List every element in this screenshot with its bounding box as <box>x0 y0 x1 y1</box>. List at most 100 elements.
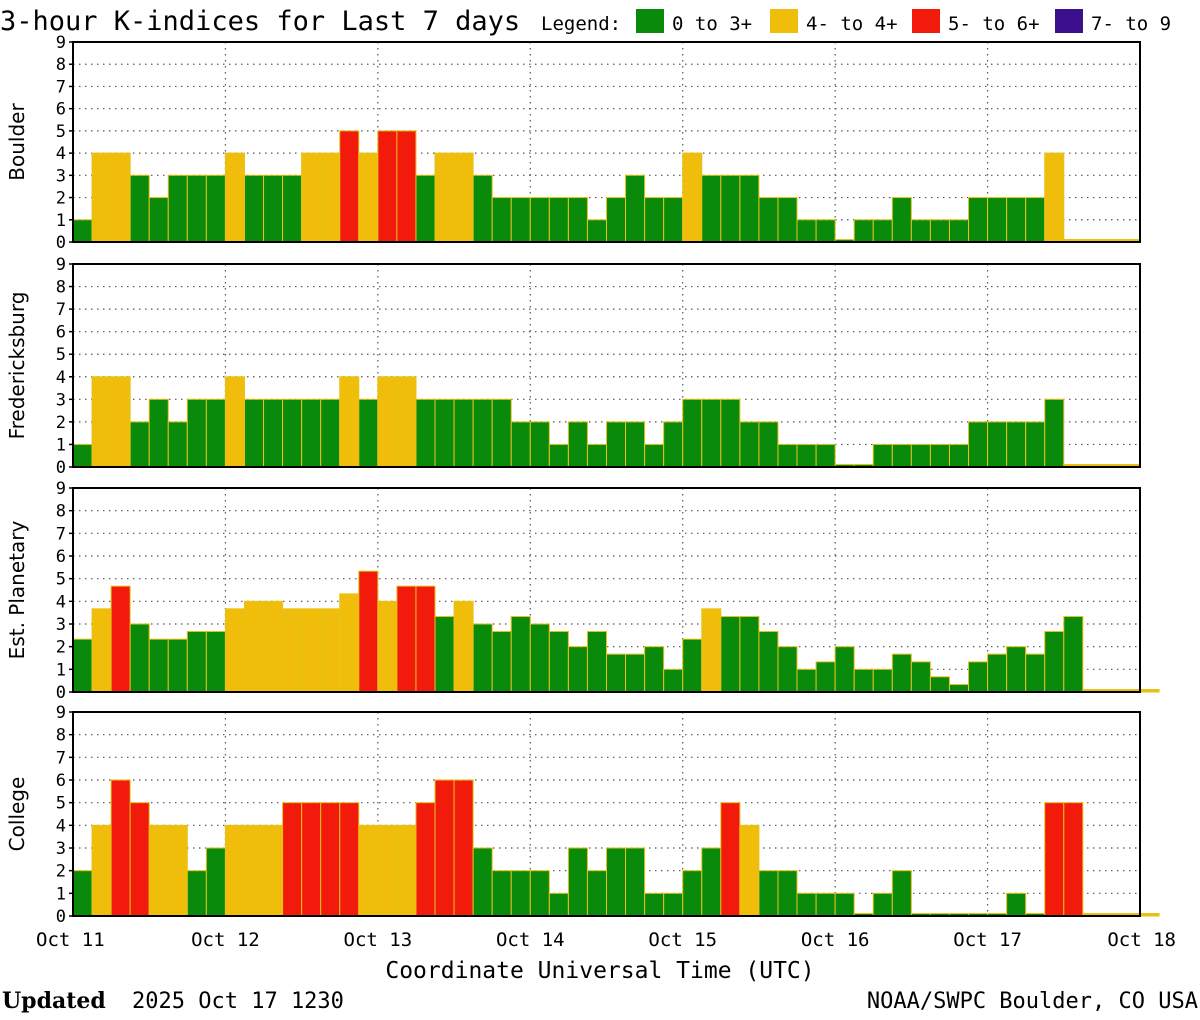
bar-fredericksburg-0 <box>72 443 93 468</box>
x-tick-label: Oct 12 <box>191 929 260 951</box>
panel-label-fredericksburg: Fredericksburg <box>5 292 29 440</box>
bar-est-planetary-48 <box>987 653 1008 693</box>
bar-fredericksburg-14 <box>339 376 360 468</box>
bar-est-planetary-18 <box>415 585 436 693</box>
panel-label-boulder: Boulder <box>5 103 29 181</box>
bar-boulder-27 <box>586 219 607 243</box>
bar-est-planetary-15 <box>358 570 379 693</box>
bar-fredericksburg-36 <box>758 421 779 468</box>
bar-college-39 <box>815 892 836 917</box>
bar-college-1 <box>91 824 112 917</box>
x-tick-label: Oct 18 <box>1107 929 1176 951</box>
bar-est-planetary-17 <box>396 585 417 693</box>
bar-est-planetary-29 <box>625 653 646 693</box>
legend-swatch-7-to-9 <box>1055 9 1083 33</box>
y-tick-label: 3 <box>56 615 66 635</box>
bar-boulder-36 <box>758 197 779 243</box>
bar-boulder-16 <box>377 130 398 243</box>
bar-est-planetary-14 <box>339 593 360 693</box>
bar-boulder-19 <box>434 152 455 243</box>
bar-est-planetary-13 <box>320 608 341 693</box>
y-tick-label: 5 <box>56 570 66 590</box>
bar-boulder-18 <box>415 174 436 243</box>
bar-fredericksburg-44 <box>910 443 931 468</box>
bar-fredericksburg-20 <box>453 398 474 468</box>
bar-boulder-13 <box>320 152 341 243</box>
bar-est-planetary-50 <box>1025 653 1046 693</box>
y-tick-label: 6 <box>56 323 66 343</box>
bar-est-planetary-38 <box>796 668 817 693</box>
y-tick-label: 1 <box>56 660 66 680</box>
bar-college-0 <box>72 870 93 917</box>
legend-label-5-to-6: 5- to 6+ <box>948 13 1040 35</box>
bar-college-38 <box>796 892 817 917</box>
bar-fredericksburg-45 <box>929 443 950 468</box>
bar-fredericksburg-2 <box>110 376 131 468</box>
y-tick-label: 9 <box>56 703 66 723</box>
bar-boulder-22 <box>491 197 512 243</box>
y-tick-label: 5 <box>56 122 66 142</box>
y-tick-label: 4 <box>56 816 66 836</box>
bar-est-planetary-11 <box>282 608 303 693</box>
y-tick-label: 3 <box>56 390 66 410</box>
bar-est-planetary-8 <box>224 608 245 693</box>
bar-est-planetary-44 <box>910 661 931 693</box>
bar-fredericksburg-8 <box>224 376 245 468</box>
y-tick-label: 3 <box>56 839 66 859</box>
bar-college-17 <box>396 824 417 917</box>
y-tick-label: 9 <box>56 33 66 53</box>
y-tick-label: 1 <box>56 435 66 455</box>
bar-college-40 <box>834 892 855 917</box>
x-tick-label: Oct 17 <box>953 929 1022 951</box>
bar-est-planetary-52 <box>1063 616 1084 693</box>
bar-est-planetary-45 <box>929 676 950 693</box>
bar-boulder-23 <box>510 197 531 243</box>
bar-est-planetary-9 <box>243 600 265 693</box>
bar-boulder-45 <box>929 219 950 243</box>
bar-boulder-10 <box>263 174 284 243</box>
y-tick-label: 0 <box>56 683 66 703</box>
bar-college-36 <box>758 870 779 917</box>
chart-title: 3-hour K-indices for Last 7 days <box>0 6 520 37</box>
legend-label-0-to-3: 0 to 3+ <box>672 13 752 35</box>
bar-college-14 <box>339 802 360 917</box>
bar-college-16 <box>377 824 398 917</box>
y-tick-label: 6 <box>56 547 66 567</box>
bar-boulder-4 <box>148 197 169 243</box>
bar-fredericksburg-30 <box>644 443 665 468</box>
bar-boulder-35 <box>739 174 760 243</box>
bar-est-planetary-27 <box>586 630 607 693</box>
x-tick-label: Oct 13 <box>344 929 413 951</box>
y-tick-label: 7 <box>56 748 66 768</box>
panel-est-planetary: 0 12 3 45 6 78 9 Est. Planetary <box>5 479 1160 703</box>
bar-boulder-48 <box>987 197 1008 243</box>
bar-est-planetary-4 <box>148 638 169 693</box>
bar-college-2 <box>110 779 131 917</box>
bar-est-planetary-56 <box>1139 689 1160 693</box>
source-credit: NOAA/SWPC Boulder, CO USA <box>867 989 1198 1014</box>
x-axis-title: Coordinate Universal Time (UTC) <box>385 958 814 984</box>
y-tick-label: 2 <box>56 413 66 433</box>
bar-boulder-49 <box>1006 197 1027 243</box>
bar-boulder-37 <box>777 197 798 243</box>
bar-fredericksburg-35 <box>739 421 760 468</box>
bar-fredericksburg-50 <box>1025 421 1046 468</box>
bar-est-planetary-40 <box>834 646 855 693</box>
bar-est-planetary-30 <box>644 646 665 693</box>
bar-college-8 <box>224 824 245 917</box>
bar-college-11 <box>282 802 303 917</box>
bar-est-planetary-42 <box>872 668 893 693</box>
bar-est-planetary-43 <box>891 653 912 693</box>
bar-fredericksburg-33 <box>701 398 722 468</box>
bar-est-planetary-34 <box>720 616 741 693</box>
bar-college-10 <box>263 824 284 917</box>
panel-college: 0 12 3 45 6 78 9 College <box>5 703 1160 927</box>
bar-college-56 <box>1139 913 1160 917</box>
y-tick-label: 8 <box>56 726 66 746</box>
bar-fredericksburg-3 <box>129 421 150 468</box>
bar-college-6 <box>186 870 207 917</box>
bar-fredericksburg-51 <box>1044 398 1065 468</box>
x-tick-label: Oct 15 <box>648 929 717 951</box>
bar-boulder-1 <box>91 152 112 243</box>
bar-college-3 <box>129 802 150 917</box>
